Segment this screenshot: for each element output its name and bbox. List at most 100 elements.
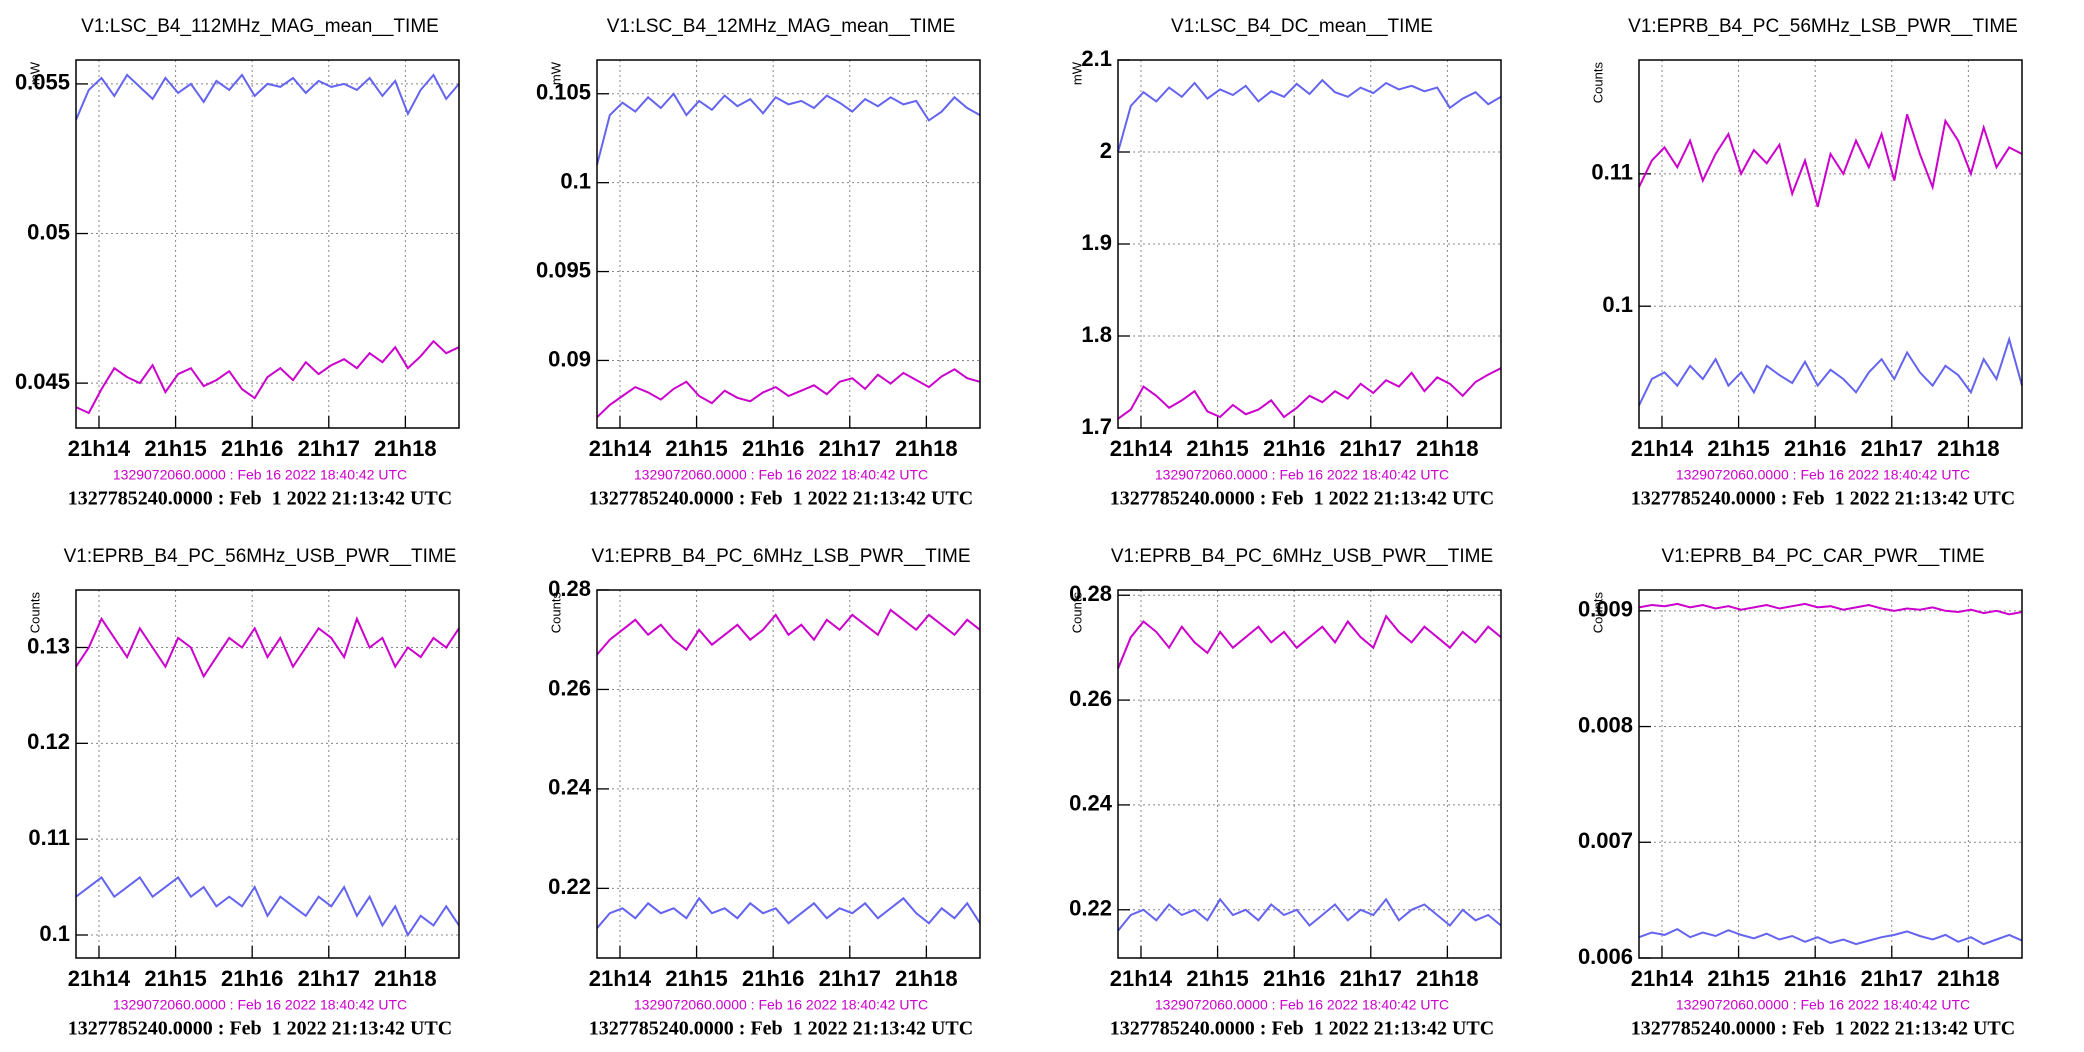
time-offset: 1327785240.0000 : Feb 1 2022 21:13:42 UT…: [68, 488, 452, 510]
x-tick-label: 21h17: [1861, 436, 1923, 461]
time-offset: 1329072060.0000 : Feb 16 2022 18:40:42 U…: [113, 467, 407, 483]
x-tick-label: 21h14: [68, 436, 131, 461]
y-axis-label: mW: [27, 61, 42, 85]
time-offset: 1327785240.0000 : Feb 1 2022 21:13:42 UT…: [1110, 1018, 1494, 1040]
x-tick-label: 21h14: [1110, 436, 1173, 461]
y-tick-label: 0.11: [28, 825, 70, 850]
y-tick-label: 2: [1100, 138, 1112, 163]
plot-frame: [1638, 59, 2023, 429]
x-tick-label: 21h14: [1631, 966, 1694, 991]
x-tick-label: 21h18: [374, 436, 436, 461]
series-line: [1638, 927, 2023, 946]
x-tick-label: 21h17: [298, 436, 360, 461]
time-offset: 1327785240.0000 : Feb 1 2022 21:13:42 UT…: [589, 1018, 973, 1040]
y-tick-label: 0.006: [1578, 944, 1633, 969]
x-tick-label: 21h15: [144, 436, 206, 461]
x-tick-label: 21h16: [1784, 436, 1846, 461]
x-tick-label: 21h18: [895, 966, 957, 991]
chart-title: V1:EPRB_B4_PC_6MHz_LSB_PWR__TIME: [591, 546, 970, 567]
y-axis-label: mW: [1069, 61, 1084, 85]
series-line: [75, 616, 460, 679]
x-tick-label: 21h18: [1937, 436, 1999, 461]
chart-title: V1:LSC_B4_112MHz_MAG_mean__TIME: [81, 16, 439, 37]
y-tick-label: 1.7: [1081, 414, 1112, 439]
series-line: [75, 73, 460, 121]
x-tick-label: 21h14: [1110, 966, 1173, 991]
x-tick-label: 21h14: [589, 966, 652, 991]
x-tick-label: 21h17: [298, 966, 360, 991]
y-axis-label: Counts: [1069, 592, 1084, 634]
x-tick-label: 21h17: [819, 966, 881, 991]
series-line: [596, 896, 981, 929]
series-line: [1117, 614, 1502, 669]
plot-frame: [1117, 59, 1502, 429]
y-axis-label: Counts: [548, 592, 563, 634]
y-tick-label: 0.105: [536, 80, 591, 105]
plot-frame: [75, 59, 460, 429]
series-line: [596, 368, 981, 419]
x-tick-label: 21h16: [1263, 436, 1325, 461]
plot-frame: [596, 589, 981, 959]
x-tick-label: 21h15: [1186, 436, 1248, 461]
x-tick-label: 21h16: [742, 966, 804, 991]
x-tick-label: 21h15: [665, 966, 727, 991]
plot-frame: [1638, 589, 2023, 959]
x-tick-label: 21h17: [1340, 966, 1402, 991]
x-tick-label: 21h16: [221, 436, 283, 461]
y-tick-label: 0.22: [548, 874, 591, 899]
y-tick-label: 0.1: [560, 168, 591, 193]
x-tick-label: 21h18: [1416, 966, 1478, 991]
y-tick-label: 0.28: [1069, 581, 1112, 606]
chart-title: V1:EPRB_B4_PC_56MHz_LSB_PWR__TIME: [1628, 16, 2018, 37]
y-axis-label: Counts: [27, 592, 42, 634]
y-tick-label: 0.007: [1578, 828, 1633, 853]
y-tick-label: 0.009: [1578, 597, 1633, 622]
x-tick-label: 21h14: [68, 966, 131, 991]
x-tick-label: 21h18: [1937, 966, 1999, 991]
y-tick-label: 0.12: [27, 729, 70, 754]
x-tick-label: 21h15: [665, 436, 727, 461]
plot-frame: [596, 59, 981, 429]
y-tick-label: 2.1: [1081, 46, 1112, 71]
y-tick-label: 1.8: [1081, 322, 1112, 347]
y-tick-label: 0.05: [27, 219, 70, 244]
series-line: [1638, 335, 2023, 406]
x-tick-label: 21h16: [1784, 966, 1846, 991]
series-line: [75, 339, 460, 415]
series-line: [1117, 367, 1502, 420]
y-tick-label: 0.26: [1069, 686, 1112, 711]
y-tick-label: 0.28: [548, 576, 591, 601]
time-offset: 1327785240.0000 : Feb 1 2022 21:13:42 UT…: [1631, 488, 2015, 510]
x-tick-label: 21h17: [1340, 436, 1402, 461]
y-tick-label: 0.22: [1069, 896, 1112, 921]
series-line: [596, 92, 981, 166]
time-offset: 1329072060.0000 : Feb 16 2022 18:40:42 U…: [634, 467, 928, 483]
x-tick-label: 21h16: [221, 966, 283, 991]
y-axis-label: Counts: [1590, 592, 1605, 634]
x-tick-label: 21h17: [1861, 966, 1923, 991]
time-offset: 1329072060.0000 : Feb 16 2022 18:40:42 U…: [1155, 467, 1449, 483]
time-offset: 1327785240.0000 : Feb 1 2022 21:13:42 UT…: [1110, 488, 1494, 510]
y-tick-label: 0.09: [548, 346, 591, 371]
time-offset: 1329072060.0000 : Feb 16 2022 18:40:42 U…: [1676, 467, 1970, 483]
chart-title: V1:EPRB_B4_PC_6MHz_USB_PWR__TIME: [1111, 546, 1493, 567]
series-line: [1117, 78, 1502, 153]
chart-title: V1:EPRB_B4_PC_CAR_PWR__TIME: [1661, 546, 1984, 567]
series-line: [1638, 113, 2023, 208]
chart-title: V1:LSC_B4_12MHz_MAG_mean__TIME: [607, 16, 956, 37]
time-offset: 1327785240.0000 : Feb 1 2022 21:13:42 UT…: [68, 1018, 452, 1040]
plot-frame: [75, 589, 460, 959]
y-tick-label: 0.095: [536, 257, 591, 282]
y-tick-label: 0.008: [1578, 712, 1633, 737]
x-tick-label: 21h18: [374, 966, 436, 991]
x-tick-label: 21h14: [589, 436, 652, 461]
y-tick-label: 0.1: [1602, 292, 1633, 317]
plot-frame: [1117, 589, 1502, 959]
x-tick-label: 21h16: [742, 436, 804, 461]
x-tick-label: 21h16: [1263, 966, 1325, 991]
series-line: [1117, 897, 1502, 932]
y-tick-label: 0.24: [1069, 791, 1113, 816]
y-axis-label: Counts: [1590, 62, 1605, 104]
